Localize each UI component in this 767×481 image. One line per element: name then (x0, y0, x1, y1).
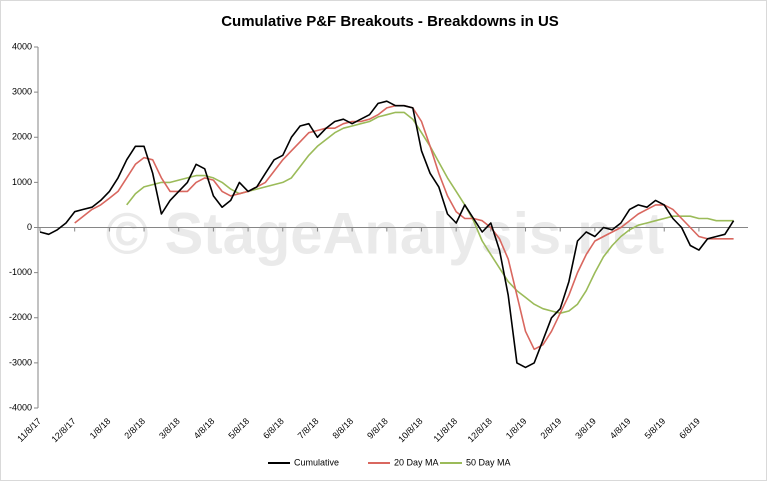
series-line (39, 100, 735, 369)
legend-label: 50 Day MA (466, 457, 511, 467)
y-tick-label: 2000 (12, 132, 32, 142)
chart-title: Cumulative P&F Breakouts - Breakdowns in… (221, 13, 559, 30)
y-tick-label: 1000 (12, 177, 32, 187)
y-tick-label: 3000 (12, 87, 32, 97)
y-tick-label: -3000 (9, 357, 32, 367)
y-tick-label: 4000 (12, 41, 32, 51)
legend-label: Cumulative (294, 457, 339, 467)
y-tick-label: -2000 (9, 312, 32, 322)
watermark: © StageAnalysis.net (106, 201, 664, 266)
y-tick-label: -4000 (9, 402, 32, 412)
y-tick-label: -1000 (9, 267, 32, 277)
y-tick-label: 0 (27, 222, 32, 232)
legend-label: 20 Day MA (394, 457, 439, 467)
